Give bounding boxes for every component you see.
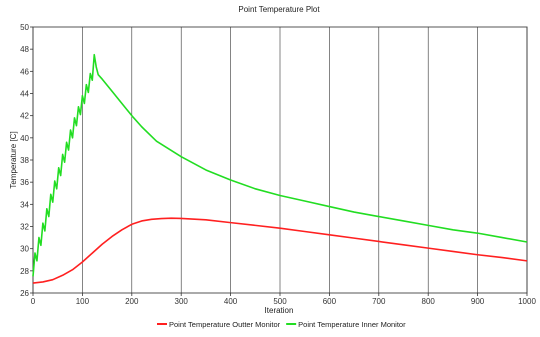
x-tick-label: 700	[372, 297, 386, 306]
y-tick-label: 36	[20, 178, 29, 187]
y-tick-label: 50	[20, 23, 29, 32]
x-tick-label: 400	[224, 297, 238, 306]
axis-ticks: 0 100 200 300 400 500 600 700 800 900 1000 26 28 30 32…	[20, 23, 536, 306]
y-tick-label: 48	[20, 45, 29, 54]
x-tick-label: 100	[76, 297, 90, 306]
x-axis-title: Iteration	[265, 306, 294, 315]
y-axis-title: Temperature [C]	[9, 131, 18, 188]
series-line-inner-monitor	[32, 53, 528, 277]
y-tick-label: 42	[20, 112, 29, 121]
x-tick-label: 500	[273, 297, 287, 306]
x-tick-label: 200	[125, 297, 139, 306]
series-line-outter-monitor	[32, 217, 528, 284]
x-tick-label: 300	[175, 297, 189, 306]
y-tick-label: 30	[20, 245, 29, 254]
legend-label: Point Temperature Outter Monitor	[169, 320, 281, 329]
y-tick-label: 32	[20, 223, 29, 232]
chart-title: Point Temperature Plot	[238, 5, 320, 14]
y-tick-label: 34	[20, 200, 29, 209]
y-tick-label: 40	[20, 134, 29, 143]
series-lines	[32, 53, 528, 284]
y-tick-label: 26	[20, 289, 29, 298]
legend-label: Point Temperature Inner Monitor	[298, 320, 406, 329]
x-tick-label: 1000	[518, 297, 536, 306]
x-tick-label: 0	[31, 297, 36, 306]
y-tick-label: 46	[20, 67, 29, 76]
y-tick-label: 38	[20, 156, 29, 165]
legend: Point Temperature Outter Monitor Point Te…	[157, 320, 406, 329]
y-tick-label: 28	[20, 267, 29, 276]
x-tick-label: 800	[422, 297, 436, 306]
x-tick-label: 900	[471, 297, 485, 306]
x-tick-label: 600	[323, 297, 337, 306]
y-tick-label: 44	[20, 90, 29, 99]
